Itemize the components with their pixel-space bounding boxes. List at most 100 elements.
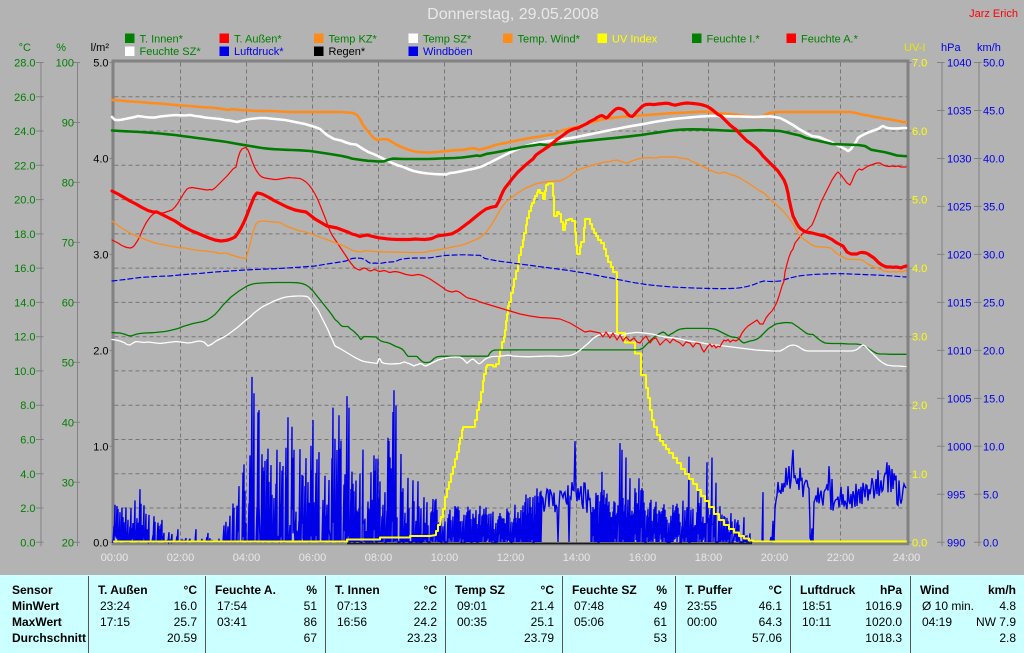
svg-text:1015: 1015 [947, 297, 971, 309]
svg-text:8.0: 8.0 [20, 400, 35, 412]
svg-text:km/h: km/h [977, 42, 1001, 54]
svg-text:0.0: 0.0 [912, 537, 927, 549]
svg-text:10:00: 10:00 [431, 552, 459, 564]
svg-text:61: 61 [654, 615, 668, 629]
svg-text:53: 53 [654, 631, 668, 645]
svg-text:22.2: 22.2 [414, 599, 438, 613]
svg-text:1016.9: 1016.9 [865, 599, 902, 613]
svg-text:Jarz Erich: Jarz Erich [969, 8, 1018, 20]
svg-text:23.79: 23.79 [524, 631, 554, 645]
svg-text:16.0: 16.0 [174, 599, 198, 613]
svg-text:24:00: 24:00 [893, 552, 921, 564]
svg-text:Feuchte A.*: Feuchte A.* [801, 33, 859, 45]
svg-text:5.0: 5.0 [93, 58, 108, 70]
svg-text:T. Außen*: T. Außen* [234, 33, 282, 45]
svg-text:2.0: 2.0 [93, 345, 108, 357]
svg-text:Luftdruck*: Luftdruck* [234, 46, 284, 58]
svg-text:hPa: hPa [880, 583, 902, 597]
svg-text:Feuchte SZ*: Feuchte SZ* [140, 46, 202, 58]
svg-text:6.0: 6.0 [20, 435, 35, 447]
svg-text:4.0: 4.0 [20, 469, 35, 481]
svg-text:30.0: 30.0 [983, 249, 1004, 261]
svg-text:hPa: hPa [941, 42, 961, 54]
svg-text:%: % [306, 583, 317, 597]
svg-text:04:19: 04:19 [922, 615, 952, 629]
svg-text:0.0: 0.0 [93, 537, 108, 549]
svg-text:12.0: 12.0 [14, 332, 35, 344]
svg-text:18:51: 18:51 [802, 599, 832, 613]
svg-text:100: 100 [56, 58, 74, 70]
svg-text:00:35: 00:35 [457, 615, 487, 629]
svg-text:07:13: 07:13 [337, 599, 367, 613]
svg-text:23:55: 23:55 [687, 599, 717, 613]
svg-text:10.0: 10.0 [14, 366, 35, 378]
svg-text:0.0: 0.0 [983, 537, 998, 549]
svg-text:1.0: 1.0 [912, 469, 927, 481]
svg-text:18:00: 18:00 [695, 552, 723, 564]
svg-text:51: 51 [304, 599, 318, 613]
svg-text:°C: °C [424, 583, 438, 597]
svg-text:1010: 1010 [947, 345, 971, 357]
svg-text:67: 67 [304, 631, 318, 645]
svg-text:T. Puffer: T. Puffer [685, 583, 733, 597]
svg-text:09:01: 09:01 [457, 599, 487, 613]
svg-text:25.1: 25.1 [531, 615, 555, 629]
svg-text:4.0: 4.0 [912, 263, 927, 275]
svg-text:70: 70 [62, 237, 74, 249]
svg-text:1020: 1020 [947, 249, 971, 261]
svg-text:20:00: 20:00 [761, 552, 789, 564]
svg-text:7.0: 7.0 [912, 58, 927, 70]
svg-text:MaxWert: MaxWert [12, 615, 62, 629]
svg-text:23.23: 23.23 [407, 631, 437, 645]
svg-text:UV Index: UV Index [612, 33, 658, 45]
svg-text:14:00: 14:00 [563, 552, 591, 564]
svg-text:00:00: 00:00 [687, 615, 717, 629]
svg-text:35.0: 35.0 [983, 201, 1004, 213]
svg-text:24.0: 24.0 [14, 126, 35, 138]
svg-text:06:00: 06:00 [299, 552, 327, 564]
svg-text:Donnerstag, 29.05.2008: Donnerstag, 29.05.2008 [427, 6, 599, 23]
svg-text:Temp SZ*: Temp SZ* [423, 33, 472, 45]
svg-text:%: % [56, 42, 66, 54]
svg-text:1040: 1040 [947, 58, 971, 70]
svg-text:Temp. Wind*: Temp. Wind* [518, 33, 581, 45]
svg-text:24.2: 24.2 [414, 615, 438, 629]
svg-text:00:00: 00:00 [101, 552, 129, 564]
svg-text:Feuchte SZ: Feuchte SZ [572, 583, 637, 597]
svg-text:Luftdruck: Luftdruck [800, 583, 856, 597]
svg-text:°C: °C [19, 42, 31, 54]
svg-text:50: 50 [62, 357, 74, 369]
svg-text:km/h: km/h [988, 583, 1016, 597]
svg-text:45.0: 45.0 [983, 106, 1004, 118]
svg-text:46.1: 46.1 [759, 599, 783, 613]
svg-text:6.0: 6.0 [912, 126, 927, 138]
svg-text:Windböen: Windböen [423, 46, 473, 58]
svg-text:17:54: 17:54 [217, 599, 247, 613]
svg-text:°C: °C [184, 583, 198, 597]
svg-text:25.0: 25.0 [983, 297, 1004, 309]
svg-text:64.3: 64.3 [759, 615, 783, 629]
svg-text:T. Außen: T. Außen [98, 583, 148, 597]
svg-text:°C: °C [541, 583, 555, 597]
svg-text:1035: 1035 [947, 106, 971, 118]
svg-text:1025: 1025 [947, 201, 971, 213]
svg-text:57.06: 57.06 [752, 631, 782, 645]
svg-text:26.0: 26.0 [14, 92, 35, 104]
svg-text:MinWert: MinWert [12, 599, 59, 613]
svg-text:990: 990 [947, 537, 965, 549]
svg-text:28.0: 28.0 [14, 58, 35, 70]
svg-text:T. Innen*: T. Innen* [140, 33, 184, 45]
svg-text:Feuchte A.: Feuchte A. [215, 583, 276, 597]
svg-text:07:48: 07:48 [574, 599, 604, 613]
svg-text:05:06: 05:06 [574, 615, 604, 629]
svg-text:86: 86 [304, 615, 318, 629]
svg-text:5.0: 5.0 [912, 195, 927, 207]
svg-text:4.0: 4.0 [93, 154, 108, 166]
svg-text:Ø 10 min.: Ø 10 min. [922, 599, 974, 613]
svg-text:25.7: 25.7 [174, 615, 198, 629]
svg-text:20.59: 20.59 [167, 631, 197, 645]
svg-text:12:00: 12:00 [497, 552, 525, 564]
svg-text:50.0: 50.0 [983, 58, 1004, 70]
svg-text:40: 40 [62, 417, 74, 429]
svg-text:NW 7.9: NW 7.9 [976, 615, 1016, 629]
